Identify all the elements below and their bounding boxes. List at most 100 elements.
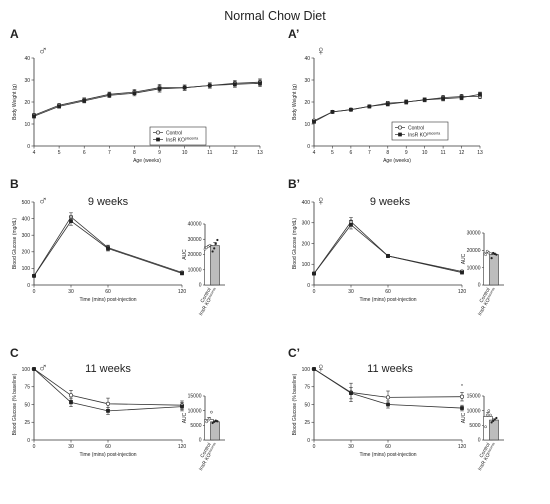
data-point <box>107 93 112 98</box>
series-line <box>33 220 183 277</box>
series-line <box>33 216 183 277</box>
female-symbol-icon: ♀ <box>316 360 326 375</box>
y-tick-label: 40 <box>24 56 30 62</box>
legend-superscript: placenta <box>427 132 440 136</box>
auc-y-tick-label: 10000 <box>467 408 481 414</box>
auc-y-tick-label: 10000 <box>188 408 202 414</box>
series-ko <box>32 216 184 278</box>
auc-point <box>213 247 216 250</box>
y-tick-label: 0 <box>27 283 30 289</box>
data-point <box>349 222 353 227</box>
panel-A: A ♂ 4 5 6 7 8 9 10 11 12 13 0 10 20 30 40 Age (weeks) Body… <box>10 27 263 164</box>
x-tick-label: 10 <box>182 150 188 156</box>
auc-point <box>495 253 498 256</box>
auc-y-tick-label: 0 <box>478 283 481 289</box>
auc-point <box>208 417 212 421</box>
y-tick-label: 200 <box>302 241 311 247</box>
x-tick-label: 120 <box>178 444 187 450</box>
data-point <box>330 110 335 114</box>
y-axis-label: Body Weight (g) <box>12 84 18 120</box>
auc-point <box>490 421 493 424</box>
auc-bar-ko <box>210 421 220 441</box>
significance-annotation: * <box>461 384 463 390</box>
y-tick-label: 100 <box>302 367 311 373</box>
panel-A2: A’ ♀ 4 5 6 7 8 9 10 11 12 13 0 10 20 30 40 Age (weeks) Bod… <box>288 27 483 164</box>
data-point <box>385 102 390 107</box>
y-axis-label: Blood Glucose (mg/dL) <box>292 218 298 269</box>
auc-y-tick-label: 5000 <box>190 423 201 429</box>
data-point <box>132 91 137 96</box>
series-line <box>313 368 463 409</box>
y-tick-label: 40 <box>304 56 310 62</box>
auc-point <box>211 421 214 425</box>
x-axis-label: Age (weeks) <box>383 158 411 164</box>
data-point <box>233 82 237 87</box>
series-line <box>313 221 463 274</box>
auc-point <box>213 420 216 423</box>
data-point <box>69 400 73 405</box>
auc-category-superscript: placenta <box>486 442 496 455</box>
male-symbol-icon: ♂ <box>38 43 48 58</box>
data-point <box>182 85 187 90</box>
y-tick-label: 100 <box>302 262 311 268</box>
panel-label: A’ <box>288 27 299 41</box>
data-point <box>459 95 464 100</box>
auc-y-tick-label: 30000 <box>467 231 481 237</box>
y-tick-label: 300 <box>22 233 31 239</box>
y-tick-label: 100 <box>22 266 31 272</box>
series-ko <box>312 91 482 124</box>
chart-title: 11 weeks <box>85 363 131 375</box>
x-tick-label: 11 <box>441 150 446 156</box>
y-tick-label: 75 <box>304 385 310 391</box>
legend-superscript: placenta <box>185 137 198 141</box>
data-point <box>349 107 353 112</box>
data-point <box>385 395 391 400</box>
data-point <box>386 402 390 407</box>
male-symbol-icon: ♂ <box>38 193 48 208</box>
auc-point <box>484 425 487 429</box>
auc-point <box>489 413 492 417</box>
x-tick-label: 4 <box>313 150 316 156</box>
auc-point <box>484 253 487 257</box>
x-tick-label: 120 <box>458 289 467 295</box>
x-axis-label: Time (mins) post-injection <box>359 297 416 303</box>
auc-y-tick-label: 15000 <box>188 394 202 400</box>
x-tick-label: 5 <box>58 150 61 156</box>
data-point <box>32 367 36 371</box>
x-tick-label: 0 <box>33 289 36 295</box>
series-control <box>311 94 483 123</box>
x-tick-label: 30 <box>68 444 74 450</box>
y-tick-label: 400 <box>302 200 311 206</box>
auc-point <box>493 418 496 421</box>
data-point <box>180 404 184 409</box>
x-tick-label: 8 <box>386 150 389 156</box>
x-tick-label: 60 <box>105 444 111 450</box>
y-axis-label: Blood Glucose (mg/dL) <box>12 218 18 269</box>
x-tick-label: 60 <box>385 289 391 295</box>
data-point <box>478 92 482 97</box>
series-line <box>313 96 480 122</box>
panel-B: B ♂ 9 weeks 0 30 60 120 0 100 200 300 400 500 Time (m… <box>10 177 225 317</box>
legend-marker <box>156 137 160 142</box>
auc-y-tick-label: 40000 <box>188 222 202 228</box>
data-point <box>157 86 162 91</box>
auc-y-tick-label: 15000 <box>467 394 481 400</box>
x-tick-label: 30 <box>348 289 354 295</box>
data-point <box>32 274 36 278</box>
series-ko <box>312 220 464 276</box>
data-point <box>68 393 74 398</box>
series-line <box>33 82 261 117</box>
y-tick-label: 75 <box>24 385 30 391</box>
chart-title: 11 weeks <box>367 363 413 375</box>
auc-category-superscript: placenta <box>486 287 496 300</box>
y-tick-label: 500 <box>22 200 31 206</box>
data-point <box>312 119 316 124</box>
data-point <box>106 409 110 413</box>
data-point <box>82 99 87 103</box>
data-point <box>207 83 212 88</box>
y-tick-label: 25 <box>304 420 310 426</box>
panel-C2: C’ ♀ 11 weeks 0 30 60 120 0 25 50 75 100 Time (mins)… <box>288 346 504 472</box>
y-tick-label: 0 <box>307 438 310 444</box>
y-axis-label: Blood Glucose (% baseline) <box>292 373 298 435</box>
